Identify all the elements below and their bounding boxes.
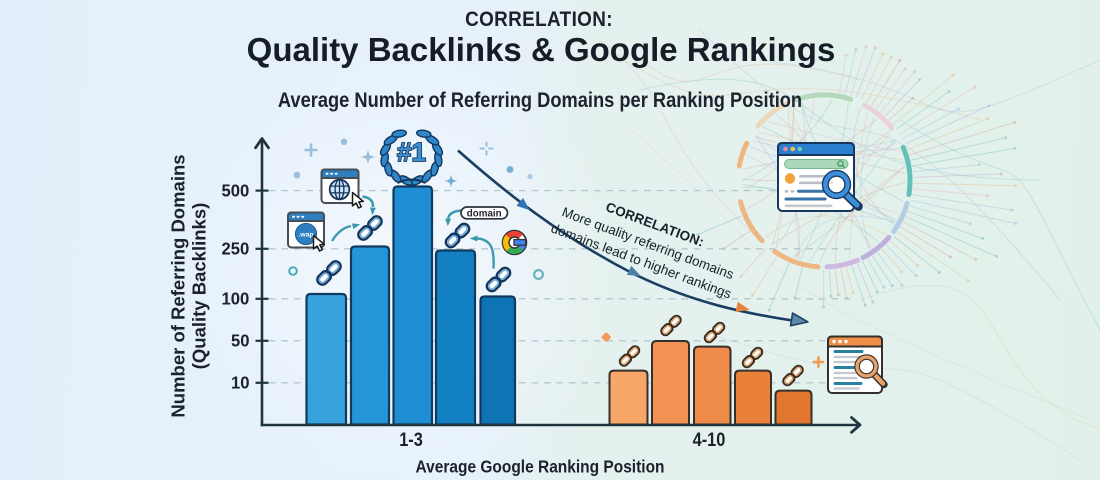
svg-text:domain: domain xyxy=(467,208,502,219)
svg-text:#1: #1 xyxy=(397,137,426,167)
svg-text:.wap: .wap xyxy=(298,232,313,239)
